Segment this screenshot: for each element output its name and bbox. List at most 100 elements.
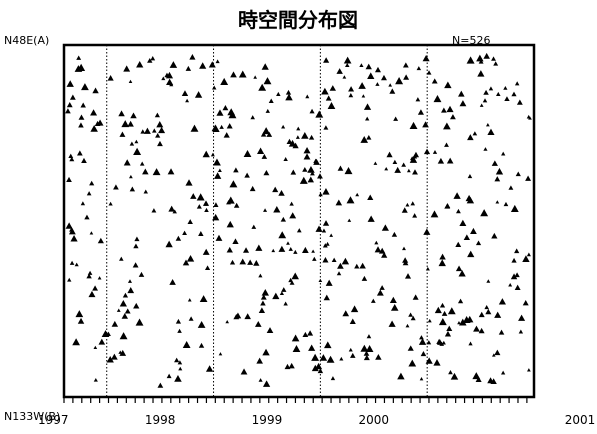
event-point [491, 353, 496, 357]
event-point [458, 90, 465, 97]
event-point [186, 254, 195, 262]
event-point [415, 97, 421, 102]
event-point [341, 257, 350, 265]
event-point [433, 94, 442, 103]
event-point [233, 202, 240, 208]
event-point [278, 245, 286, 252]
event-point [491, 160, 498, 166]
event-point [288, 362, 295, 369]
event-point [164, 72, 170, 78]
event-point [121, 120, 130, 128]
event-point [365, 63, 372, 70]
event-point [222, 104, 229, 111]
event-point [130, 112, 137, 119]
event-point [233, 167, 239, 173]
event-point [310, 171, 315, 176]
event-point [239, 258, 247, 265]
event-point [174, 374, 182, 382]
event-point [518, 329, 524, 334]
event-point [260, 294, 267, 300]
event-point [69, 94, 76, 100]
event-point [199, 295, 208, 303]
event-point [508, 185, 514, 190]
event-point [68, 228, 76, 235]
event-point [98, 338, 106, 345]
event-point [303, 153, 311, 160]
event-point [127, 287, 135, 294]
event-point [157, 140, 163, 147]
event-point [263, 208, 268, 212]
event-point [143, 127, 151, 134]
event-point [433, 359, 441, 366]
event-point [317, 368, 324, 374]
event-point [392, 159, 398, 165]
event-point [66, 176, 72, 183]
event-point [289, 212, 297, 219]
event-point [106, 355, 114, 363]
event-point [265, 108, 270, 113]
event-point [205, 365, 214, 372]
event-point [412, 151, 420, 158]
x-tick-label-1997: 1997 [38, 413, 69, 427]
event-point [134, 139, 139, 144]
event-point [457, 298, 464, 304]
event-point [65, 108, 71, 114]
event-point [84, 214, 90, 220]
event-point [419, 335, 424, 340]
event-point [132, 262, 139, 268]
event-point [215, 59, 220, 64]
event-point [379, 285, 385, 290]
event-point [133, 243, 139, 249]
event-point [155, 132, 161, 138]
event-point [161, 76, 166, 81]
event-point [262, 348, 270, 356]
event-point [156, 121, 164, 128]
event-point [495, 91, 501, 96]
event-point [283, 301, 288, 306]
event-point [514, 81, 520, 86]
event-point [69, 156, 75, 162]
event-point [402, 246, 406, 251]
event-point [291, 272, 299, 280]
event-point [128, 174, 133, 179]
event-point [92, 87, 99, 94]
event-point [279, 291, 285, 296]
event-point [263, 77, 272, 85]
event-point [293, 249, 298, 254]
event-point [273, 205, 281, 213]
event-point [484, 304, 490, 310]
event-point [124, 308, 131, 314]
event-point [66, 80, 74, 87]
event-point [215, 234, 223, 241]
event-point [510, 204, 519, 212]
event-point [404, 273, 412, 279]
event-point [296, 228, 302, 233]
event-point [262, 380, 271, 387]
event-point [483, 147, 488, 151]
event-point [350, 305, 359, 313]
event-point [408, 312, 413, 317]
event-point [187, 219, 193, 225]
event-point [116, 308, 121, 312]
event-point [301, 132, 309, 139]
event-point [119, 131, 126, 137]
event-point [525, 175, 532, 181]
event-point [375, 82, 380, 86]
event-point [185, 65, 192, 71]
event-point [311, 249, 315, 253]
event-point [261, 288, 269, 296]
event-point [528, 116, 532, 120]
event-point [493, 61, 499, 66]
event-point [253, 260, 260, 266]
event-point [495, 200, 500, 204]
event-point [444, 203, 451, 209]
event-point [403, 74, 410, 80]
event-point [389, 296, 397, 304]
event-point [187, 298, 192, 302]
event-point [486, 279, 491, 283]
event-point [490, 378, 497, 385]
event-point [198, 231, 204, 236]
event-point [321, 87, 329, 95]
event-point [234, 312, 242, 319]
